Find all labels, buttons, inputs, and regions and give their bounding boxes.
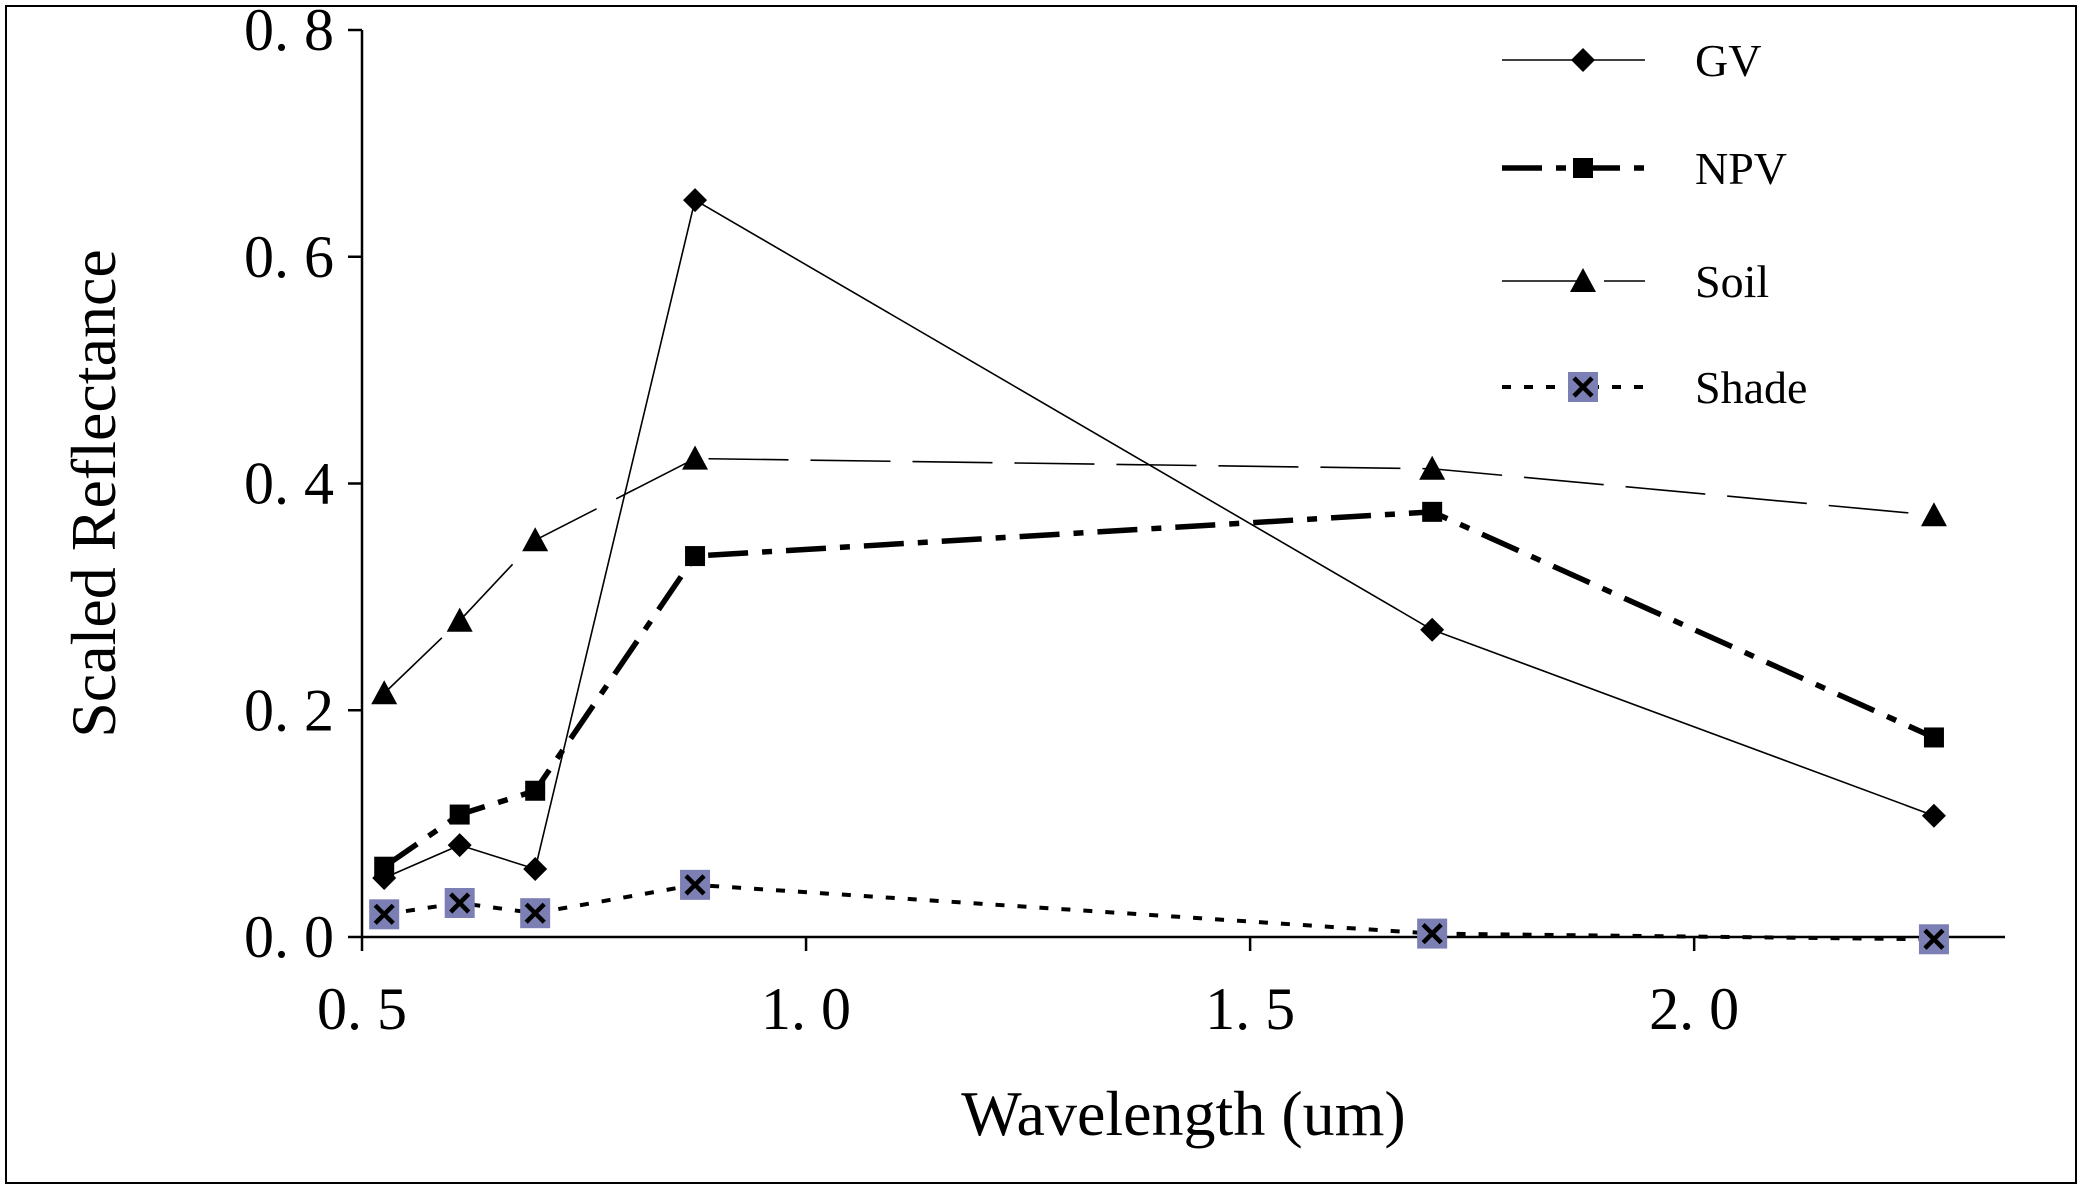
legend: GV NPV Soil Shade xyxy=(1502,35,1807,413)
y-tick-label: 0. 0 xyxy=(244,904,334,970)
series-line-npv xyxy=(382,509,1936,869)
legend-item-soil: Soil xyxy=(1502,256,1769,307)
data-point-shade xyxy=(369,899,400,930)
data-point-soil xyxy=(446,607,473,632)
data-point-npv xyxy=(1422,501,1443,522)
legend-item-gv: GV xyxy=(1502,35,1761,86)
data-point-shade xyxy=(1918,924,1949,955)
y-tick-label: 0. 6 xyxy=(244,224,334,290)
data-point-soil xyxy=(682,445,709,470)
data-point-shade xyxy=(444,887,475,918)
y-tick-label: 0. 8 xyxy=(244,0,334,63)
legend-label-gv: GV xyxy=(1695,35,1761,86)
shade-marker-cross xyxy=(1572,376,1594,398)
x-tick-label: 2. 0 xyxy=(1649,976,1739,1042)
shade-marker-cross xyxy=(373,903,395,925)
shade-marker-cross xyxy=(524,902,546,924)
axes: 0. 0 0. 2 0. 4 0. 6 0. 8 0. 5 1. 0 1. 5 2. 0 Wave… xyxy=(58,0,2005,1149)
data-point-gv xyxy=(1921,803,1946,828)
series-soil xyxy=(371,445,1947,705)
data-point-npv xyxy=(374,856,395,877)
plot-series xyxy=(369,188,1949,955)
data-point-soil xyxy=(1920,502,1947,527)
data-point-shade xyxy=(520,898,551,929)
legend-marker-soil xyxy=(1570,268,1596,293)
data-point-npv xyxy=(685,546,706,567)
data-point-soil xyxy=(522,527,549,552)
data-point-npv xyxy=(1923,727,1944,748)
x-axis-title: Wavelength (um) xyxy=(961,1078,1405,1149)
legend-label-npv: NPV xyxy=(1695,143,1787,194)
shade-marker-cross xyxy=(1421,923,1443,945)
shade-marker-cross xyxy=(1923,928,1945,950)
data-point-soil xyxy=(371,680,398,705)
shade-marker-cross xyxy=(449,892,471,914)
legend-item-shade: Shade xyxy=(1502,362,1807,413)
y-axis-title: Scaled Reflectance xyxy=(58,249,129,738)
x-tick-label: 1. 0 xyxy=(761,976,851,1042)
data-point-npv xyxy=(449,804,470,825)
x-tick-label: 1. 5 xyxy=(1205,976,1295,1042)
data-point-shade xyxy=(1417,918,1448,949)
data-point-gv xyxy=(523,856,548,881)
series-npv xyxy=(374,501,1944,877)
data-point-gv xyxy=(447,833,472,858)
legend-marker-gv xyxy=(1571,48,1595,72)
legend-item-npv: NPV xyxy=(1502,143,1787,194)
y-tick-label: 0. 2 xyxy=(244,677,334,743)
data-point-soil xyxy=(1419,455,1446,480)
series-shade xyxy=(369,869,1949,955)
data-point-npv xyxy=(525,780,546,801)
legend-marker-npv xyxy=(1573,158,1593,178)
data-point-gv xyxy=(683,188,708,213)
legend-label-soil: Soil xyxy=(1695,256,1769,307)
series-line-gv xyxy=(383,199,1935,879)
legend-label-shade: Shade xyxy=(1695,362,1807,413)
chart-border xyxy=(5,5,2077,1184)
data-point-gv xyxy=(1420,617,1445,642)
y-tick-label: 0. 4 xyxy=(244,451,334,517)
legend-marker-shade xyxy=(1568,372,1598,402)
shade-marker-cross xyxy=(684,874,706,896)
x-tick-label: 0. 5 xyxy=(317,976,407,1042)
data-point-shade xyxy=(680,869,711,900)
